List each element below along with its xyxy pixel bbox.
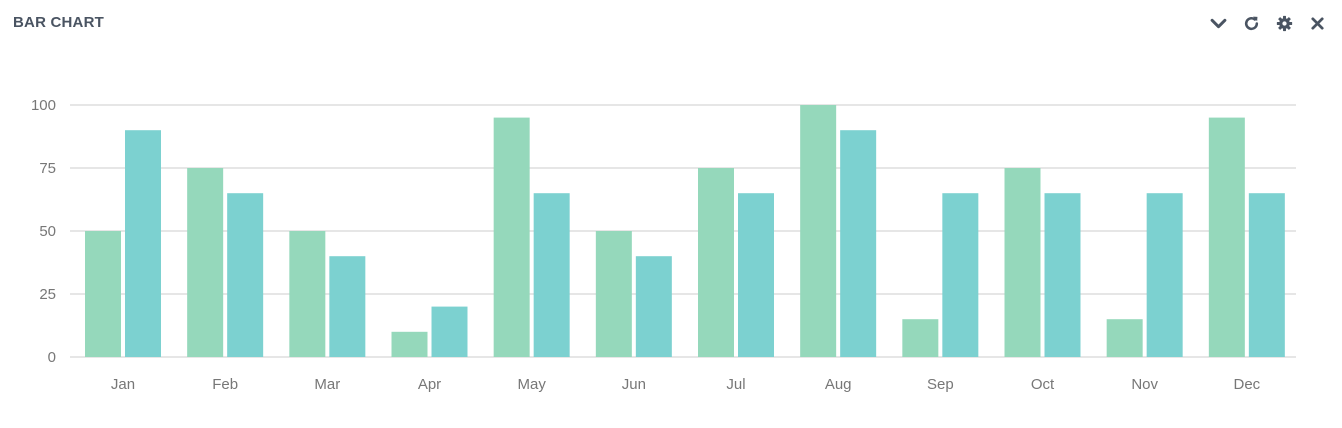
x-tick-label: Oct bbox=[1031, 376, 1055, 393]
x-tick-label: Dec bbox=[1233, 376, 1260, 393]
bar-apr-series-1[interactable] bbox=[391, 331, 428, 357]
bar-oct-series-1[interactable] bbox=[1004, 168, 1041, 357]
bar-may-series-1[interactable] bbox=[493, 117, 530, 357]
x-tick-label: Mar bbox=[314, 376, 340, 393]
refresh-icon bbox=[1244, 16, 1259, 31]
y-tick-label: 75 bbox=[39, 160, 56, 177]
x-tick-label: Jul bbox=[726, 376, 745, 393]
bar-aug-series-1[interactable] bbox=[800, 105, 837, 357]
y-tick-label: 100 bbox=[31, 97, 56, 114]
bar-mar-series-1[interactable] bbox=[289, 231, 326, 357]
bar-oct-series-2[interactable] bbox=[1044, 193, 1081, 357]
y-tick-label: 50 bbox=[39, 223, 56, 240]
bar-may-series-2[interactable] bbox=[533, 193, 570, 357]
bar-nov-series-1[interactable] bbox=[1106, 319, 1143, 357]
y-tick-label: 25 bbox=[39, 286, 56, 303]
bar-feb-series-1[interactable] bbox=[187, 168, 224, 357]
close-button[interactable] bbox=[1307, 13, 1328, 34]
x-tick-label: Sep bbox=[927, 376, 954, 393]
bar-dec-series-2[interactable] bbox=[1248, 193, 1285, 357]
bar-jul-series-1[interactable] bbox=[698, 168, 734, 357]
bar-jun-series-1[interactable] bbox=[595, 231, 632, 357]
close-icon bbox=[1311, 17, 1324, 30]
gear-icon bbox=[1276, 15, 1293, 32]
panel-title: BAR CHART bbox=[13, 14, 104, 31]
bar-nov-series-2[interactable] bbox=[1146, 193, 1183, 357]
bar-dec-series-1[interactable] bbox=[1208, 117, 1245, 357]
chart-area: 0 25 50 75 100 Jan Feb Mar Apr May Jun Jul Aug Sep Oct… bbox=[0, 48, 1342, 423]
bar-apr-series-2[interactable] bbox=[431, 306, 468, 357]
chevron-down-icon bbox=[1210, 18, 1227, 29]
bar-jan-series-1[interactable] bbox=[85, 231, 121, 357]
x-tick-label: Aug bbox=[825, 376, 852, 393]
panel-toolbar bbox=[1208, 13, 1328, 34]
bar-chart: 0 25 50 75 100 Jan Feb Mar Apr May Jun Jul Aug Sep Oct… bbox=[31, 97, 1296, 393]
x-tick-label: May bbox=[517, 376, 546, 393]
bar-sep-series-1[interactable] bbox=[902, 319, 939, 357]
bar-mar-series-2[interactable] bbox=[329, 256, 366, 357]
bar-jul-series-2[interactable] bbox=[738, 193, 774, 357]
panel-header: BAR CHART bbox=[0, 0, 1342, 48]
x-tick-label: Apr bbox=[418, 376, 441, 393]
x-tick-label: Feb bbox=[212, 376, 238, 393]
y-tick-label: 0 bbox=[48, 349, 56, 366]
bar-feb-series-2[interactable] bbox=[227, 193, 264, 357]
collapse-button[interactable] bbox=[1208, 13, 1229, 34]
bar-jan-series-2[interactable] bbox=[125, 130, 161, 357]
settings-button[interactable] bbox=[1274, 13, 1295, 34]
x-tick-label: Jun bbox=[622, 376, 646, 393]
bar-jun-series-2[interactable] bbox=[635, 256, 672, 357]
x-tick-label: Nov bbox=[1131, 376, 1158, 393]
bar-sep-series-2[interactable] bbox=[942, 193, 979, 357]
x-tick-label: Jan bbox=[111, 376, 135, 393]
bar-aug-series-2[interactable] bbox=[840, 130, 877, 357]
refresh-button[interactable] bbox=[1241, 13, 1262, 34]
